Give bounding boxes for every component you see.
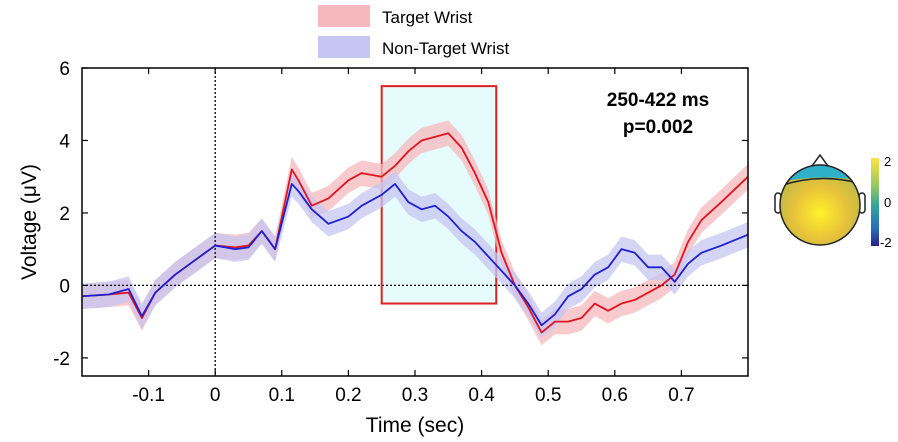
x-tick-label: 0 [210, 385, 221, 406]
topomap-head-outline [779, 164, 861, 246]
x-tick-label: -0.1 [132, 385, 165, 406]
legend-label-target-wrist: Target Wrist [382, 8, 473, 27]
colorbar-tick-zero: 0 [884, 195, 891, 210]
x-axis-label: Time (sec) [366, 414, 464, 437]
legend-label-non-target-wrist: Non-Target Wrist [382, 39, 509, 58]
x-tick-label: 0.2 [335, 385, 361, 406]
legend: Target Wrist Non-Target Wrist [318, 5, 509, 58]
topomap: 2 0 -2 [774, 153, 892, 250]
series-line-non-target-wrist [81, 183, 749, 327]
plot-area: -0.1 0 0.1 0.2 0.3 0.4 0.5 0.6 0.7 -2 0 2 4 6 [53, 59, 749, 406]
colorbar [871, 158, 879, 246]
x-tick-label: 0.4 [468, 385, 495, 406]
topomap-head [780, 165, 860, 245]
x-tick-label: 0.3 [402, 385, 428, 406]
annotation-pvalue: p=0.002 [623, 117, 693, 138]
y-axis-label: Voltage (μV) [18, 164, 41, 280]
band-non-target-wrist [82, 171, 748, 338]
y-tick-label: 6 [59, 59, 70, 80]
legend-swatch-target-wrist [318, 5, 370, 27]
y-tick-label: 4 [59, 131, 70, 152]
x-tick-label: 0.7 [668, 385, 694, 406]
legend-swatch-non-target-wrist [318, 36, 370, 58]
y-tick-label: -2 [53, 349, 70, 370]
y-tick-label: 0 [59, 276, 70, 297]
colorbar-tick-min: -2 [880, 235, 892, 250]
topomap-nose [811, 153, 829, 167]
y-tick-label: 2 [59, 204, 70, 225]
annotation-window: 250-422 ms [607, 90, 709, 111]
colorbar-tick-max: 2 [884, 154, 891, 169]
x-tick-label: 0.6 [602, 385, 628, 406]
x-tick-label: 0.5 [535, 385, 561, 406]
x-tick-label: 0.1 [269, 385, 295, 406]
